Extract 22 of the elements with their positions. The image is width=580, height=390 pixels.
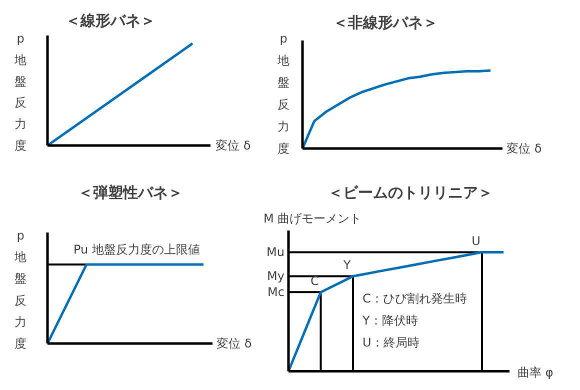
- y-axis-title: p 地盤反力度: [276, 32, 290, 156]
- chart-title: ＜線形バネ＞: [66, 12, 156, 30]
- chart-title: ＜非線形バネ＞: [333, 14, 438, 32]
- y-axis-title: M 曲げモーメント: [264, 212, 362, 226]
- x-axis-title: 変位 δ: [216, 138, 251, 152]
- annotation: C：ひび割れ発生時: [362, 292, 467, 306]
- ref-line-label: Mu: [266, 245, 285, 260]
- y-axis-title: p 地盤反力度: [14, 32, 26, 152]
- y-axis-title: p 地盤反力度: [14, 228, 26, 350]
- annotation: Y：降伏時: [362, 314, 418, 328]
- annotation: Y: [342, 258, 352, 272]
- chart-title: ＜ビームのトリリニア＞: [328, 184, 493, 202]
- annotation: U: [472, 234, 480, 248]
- chart-title: ＜弾塑性バネ＞: [78, 184, 183, 202]
- annotation: C: [310, 274, 319, 288]
- ref-line-label: My: [267, 269, 285, 284]
- x-axis-title: 変位 δ: [506, 142, 542, 156]
- annotation: U：終局時: [362, 336, 420, 350]
- x-axis-title: 変位 δ: [216, 336, 252, 350]
- x-axis-title: 曲率 φ: [518, 366, 554, 380]
- ref-line-label: Pu 地盤反力度の上限値: [74, 242, 200, 256]
- ref-line-label: Mc: [268, 285, 284, 300]
